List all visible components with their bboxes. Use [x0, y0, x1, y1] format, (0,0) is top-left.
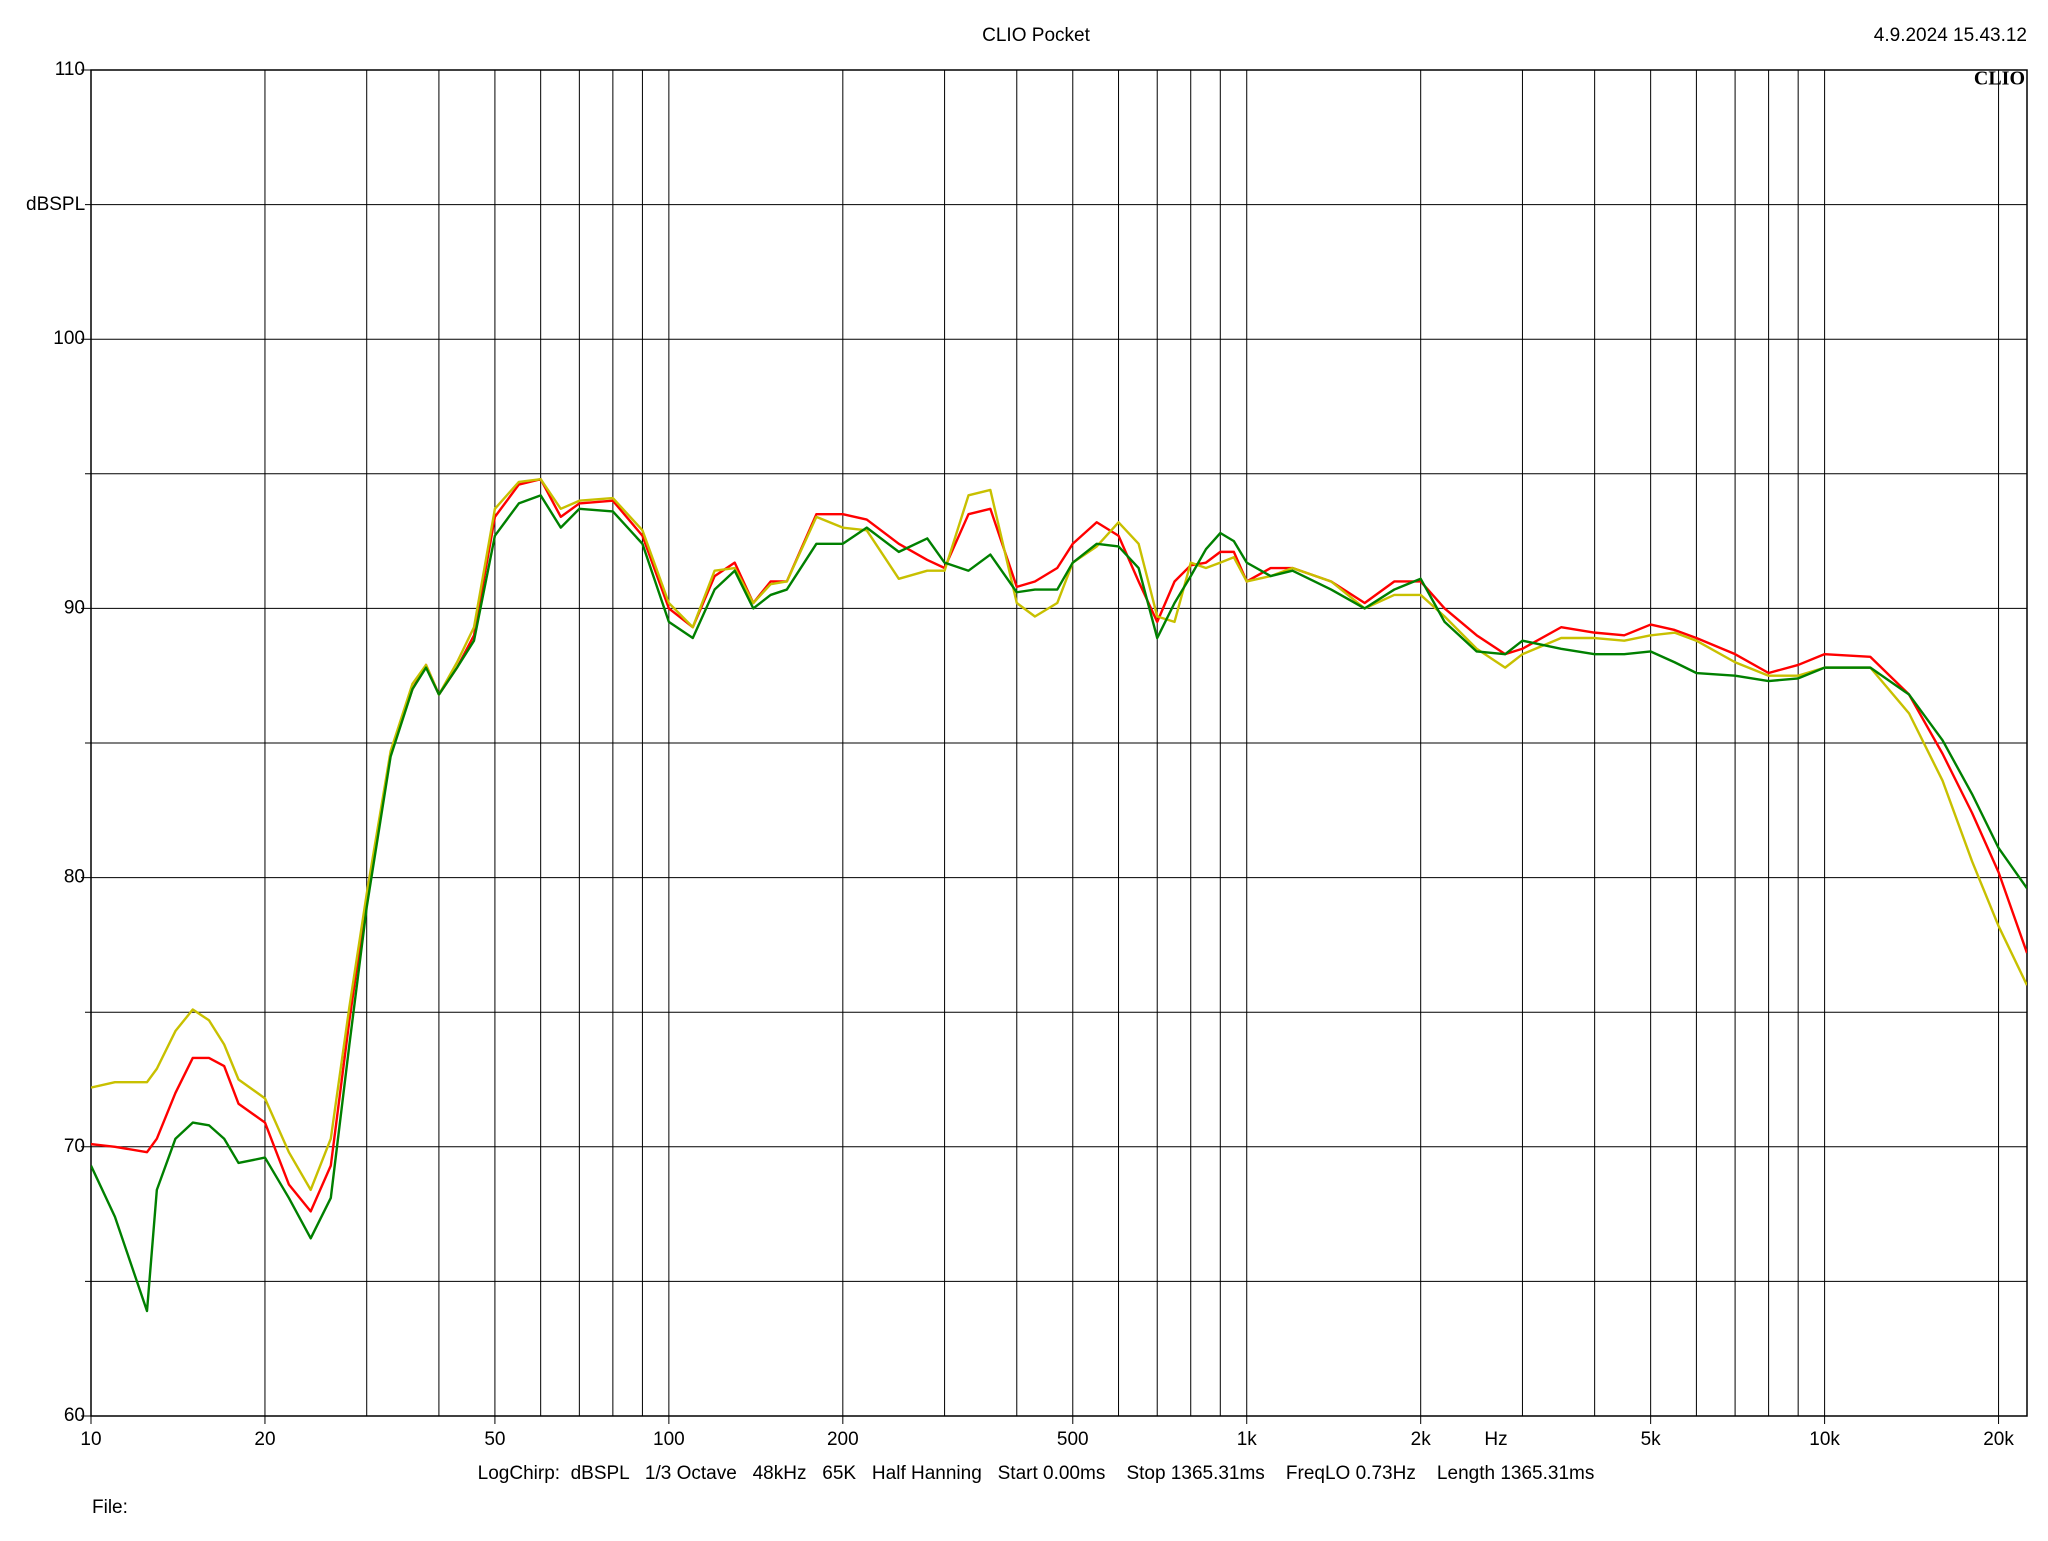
logo: CLIO	[1974, 68, 2025, 90]
chart-title: CLIO Pocket	[982, 25, 1090, 46]
y-tick-label: 110	[55, 59, 85, 80]
x-tick-label: 10	[80, 1429, 101, 1450]
x-tick-label: 500	[1057, 1429, 1089, 1450]
plot-border	[90, 69, 2028, 1417]
x-tick-label: 20	[254, 1429, 275, 1450]
file-label: File:	[92, 1497, 128, 1518]
x-tick-label: 50	[484, 1429, 505, 1450]
x-tick-label: 200	[827, 1429, 859, 1450]
x-tick-label: 100	[653, 1429, 685, 1450]
x-tick-label: 1k	[1237, 1429, 1258, 1450]
y-tick-label: 70	[64, 1136, 85, 1157]
y-tick-label: 80	[64, 867, 85, 888]
y-tick-label: 90	[64, 597, 85, 618]
response-curve	[91, 494, 2027, 1313]
x-tick-label: 20k	[1983, 1429, 2014, 1450]
response-curve	[91, 477, 2027, 1192]
x-tick-label: 5k	[1641, 1429, 1662, 1450]
timestamp: 4.9.2024 15.43.12	[1874, 25, 2027, 46]
response-curve	[91, 477, 2027, 1213]
y-axis-label: dBSPL	[26, 194, 85, 215]
y-tick-label: 100	[53, 328, 85, 349]
x-tick-label: 10k	[1809, 1429, 1840, 1450]
y-tick-label: 60	[64, 1405, 85, 1426]
x-tick-label: 2k	[1411, 1429, 1432, 1450]
measurement-info: LogChirp: dBSPL 1/3 Octave 48kHz 65K Hal…	[478, 1463, 1595, 1484]
x-axis-label: Hz	[1484, 1429, 1507, 1450]
